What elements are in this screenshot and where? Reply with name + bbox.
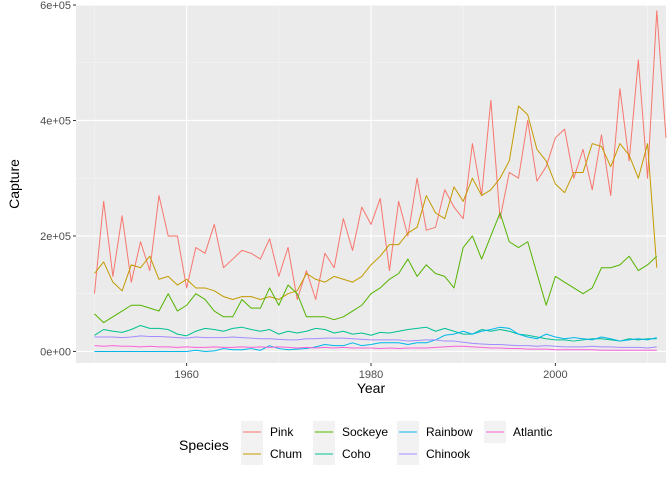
series-line-pink (93, 10, 667, 300)
x-tick-label: 2000 (543, 369, 567, 381)
series-line-sockeye (94, 212, 658, 324)
legend-item-atlantic: Atlantic (484, 421, 552, 443)
y-tick-label: 6e+05 (40, 0, 71, 12)
legend-items: Pink Chum Sockeye Coho Rainbow Chinook Atlanti… (241, 421, 552, 465)
series-line-rainbow (94, 326, 657, 352)
series-line-chinook (94, 335, 657, 349)
series-line-coho (94, 324, 657, 342)
legend-label: Rainbow (426, 425, 473, 439)
legend-label: Atlantic (513, 425, 552, 439)
legend-label: Pink (270, 425, 294, 439)
legend-item-sockeye: Sockeye (313, 421, 388, 443)
series-line-atlantic (94, 345, 657, 351)
series-line-chum (94, 105, 658, 300)
legend-item-chum: Chum (241, 443, 302, 465)
y-tick-label: 0e+00 (40, 346, 71, 358)
legend-item-pink: Pink (241, 421, 294, 443)
legend-item-rainbow: Rainbow (397, 421, 473, 443)
legend-item-chinook: Chinook (397, 443, 471, 465)
legend-title: Species (179, 437, 229, 453)
x-tick-label: 1960 (174, 369, 198, 381)
x-axis-ticks: 1960 1980 2000 (174, 363, 568, 381)
legend: Species Pink Chum Sockeye Coho Rainbow Chinoo… (179, 421, 552, 465)
x-axis-title: Year (357, 380, 386, 396)
legend-item-coho: Coho (313, 443, 371, 465)
legend-label: Coho (342, 447, 371, 461)
series-lines (93, 10, 667, 352)
legend-label: Chinook (426, 447, 471, 461)
y-tick-label: 2e+05 (40, 231, 71, 243)
y-axis-title: Capture (6, 159, 22, 209)
legend-label: Chum (270, 447, 302, 461)
y-tick-label: 4e+05 (40, 115, 71, 127)
legend-label: Sockeye (342, 425, 388, 439)
x-tick-label: 1980 (359, 369, 383, 381)
y-axis-ticks: 0e+00 2e+05 4e+05 6e+05 (40, 0, 76, 358)
